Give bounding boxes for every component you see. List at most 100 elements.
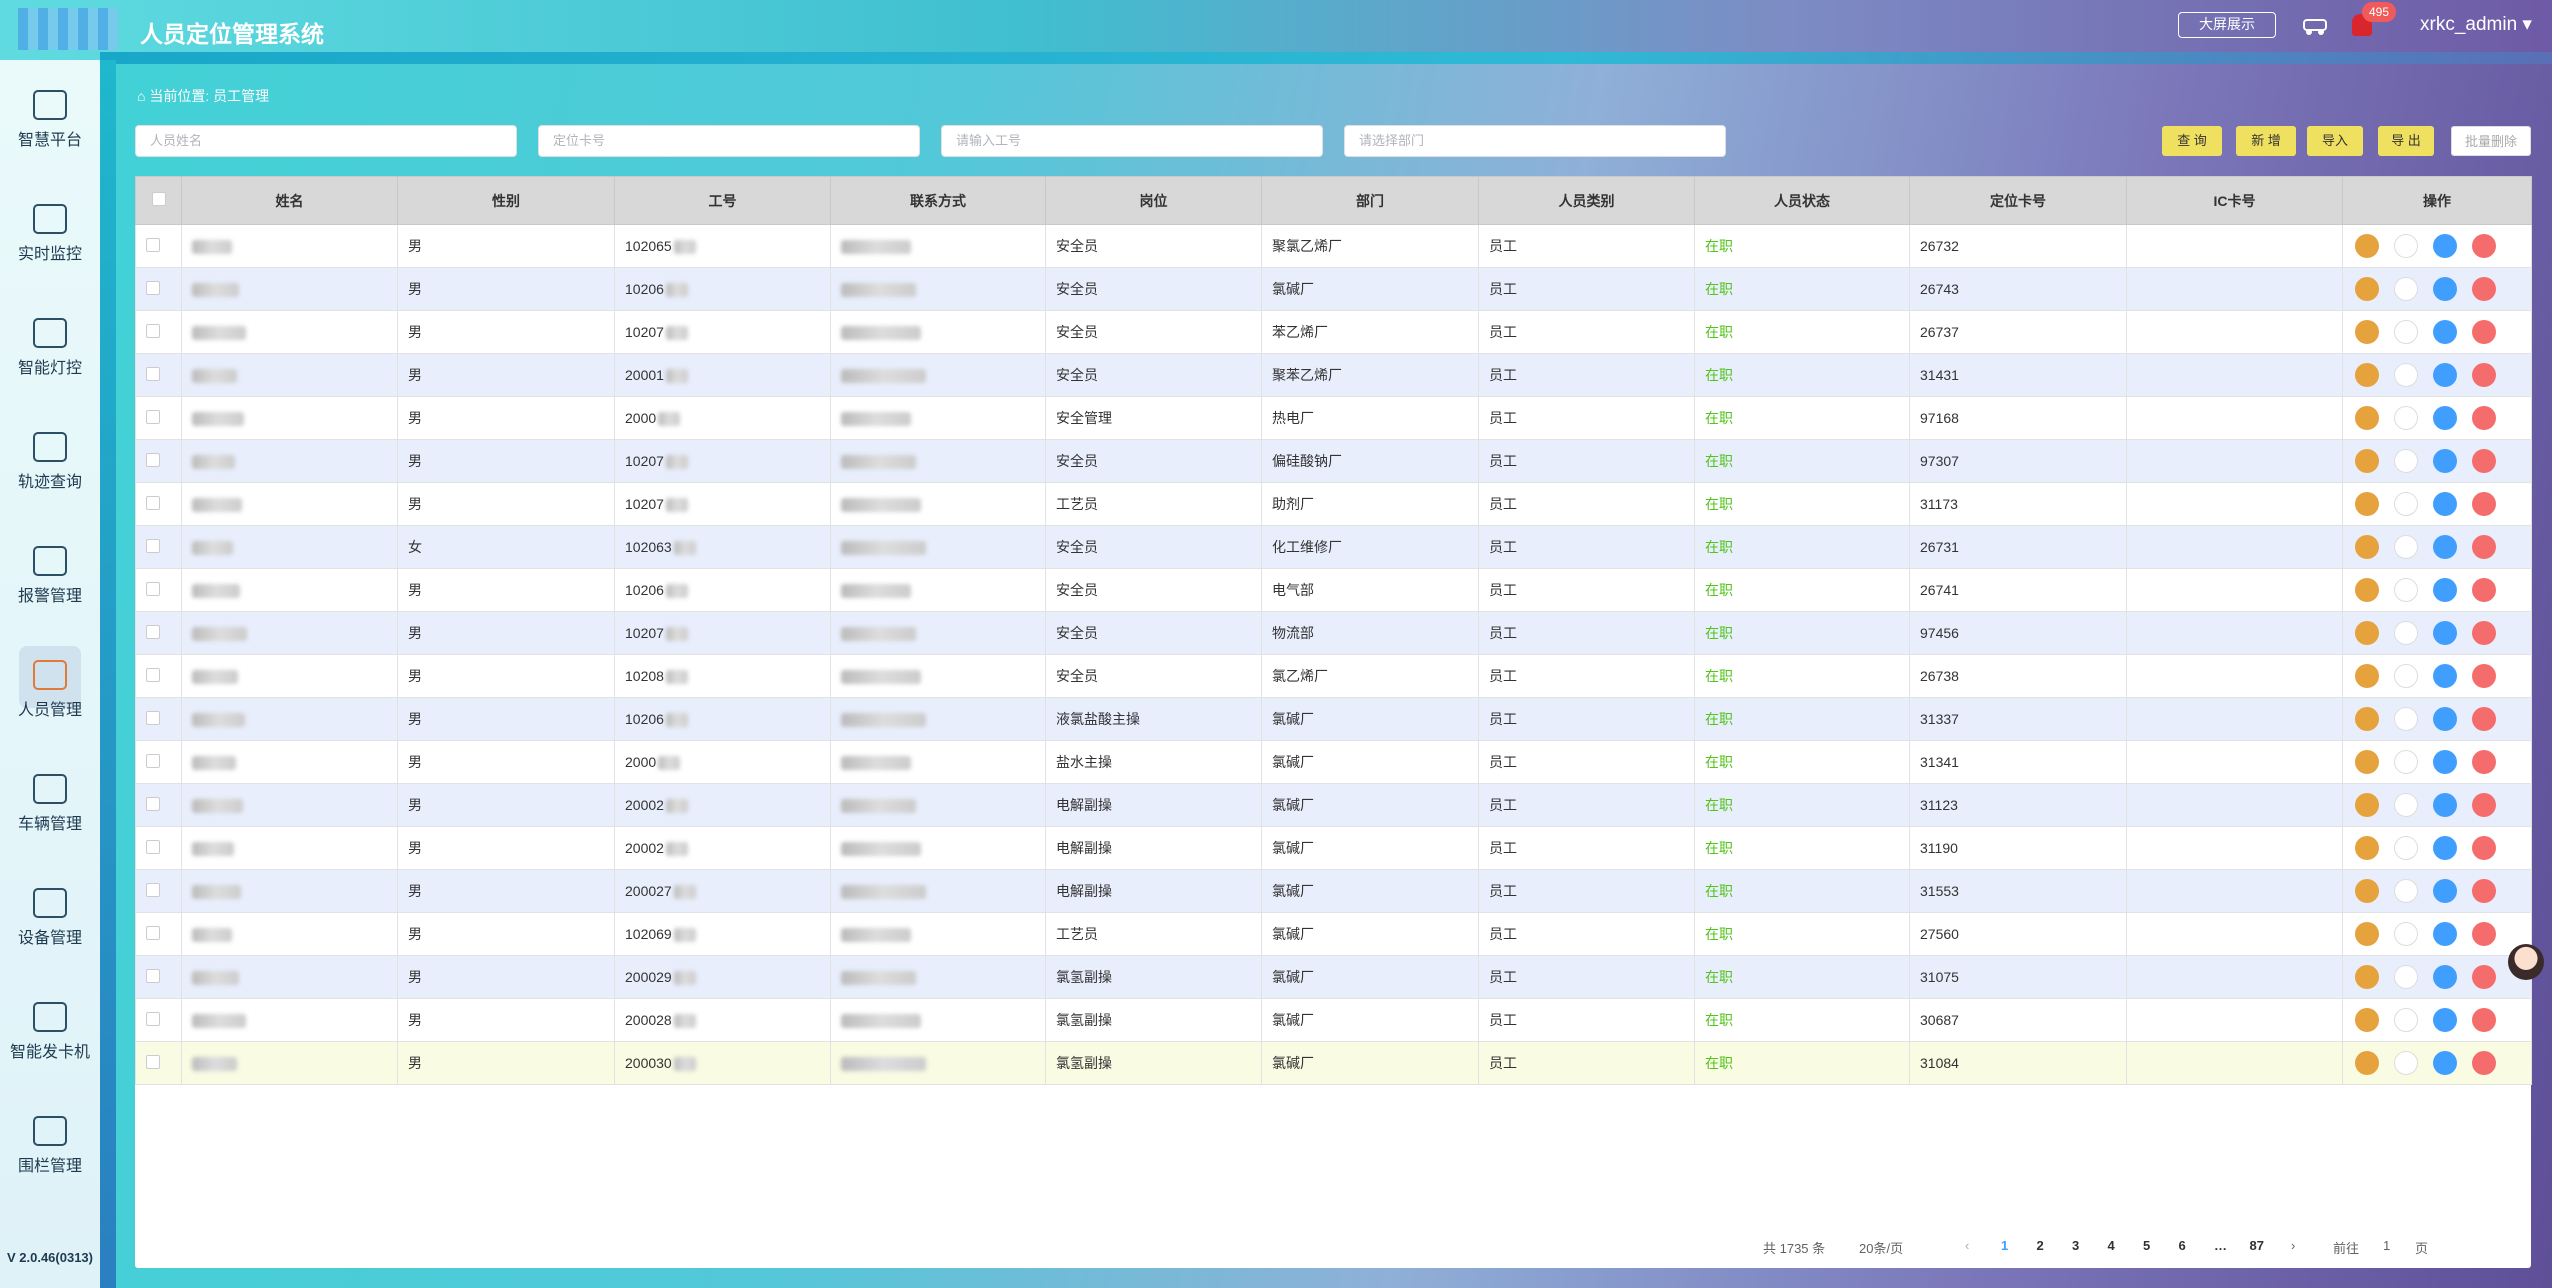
row-action-button[interactable] bbox=[2433, 879, 2457, 903]
page-number[interactable]: 1 bbox=[2001, 1238, 2009, 1253]
column-header[interactable]: 操作 bbox=[2342, 176, 2532, 225]
row-action-button[interactable] bbox=[2433, 793, 2457, 817]
next-page[interactable]: › bbox=[2291, 1238, 2296, 1253]
nav-label[interactable]: 轨迹查询 bbox=[17, 474, 82, 491]
filter-input[interactable]: 请选择部门 bbox=[1344, 125, 1726, 157]
nav-label[interactable]: 报警管理 bbox=[17, 588, 82, 605]
nav-item[interactable]: 车辆管理 bbox=[0, 752, 100, 852]
checkbox[interactable] bbox=[146, 882, 160, 897]
row-action-button[interactable] bbox=[2394, 621, 2418, 645]
row-action-button[interactable] bbox=[2433, 363, 2457, 387]
filter-input[interactable]: 人员姓名 bbox=[135, 125, 517, 157]
filter-input[interactable]: 定位卡号 bbox=[538, 125, 920, 157]
user-menu[interactable]: xrkc_admin ▾ bbox=[2420, 14, 2532, 35]
column-header[interactable]: 定位卡号 bbox=[1909, 176, 2127, 225]
row-action-button[interactable] bbox=[2394, 1008, 2418, 1032]
page-number[interactable]: 4 bbox=[2107, 1238, 2115, 1253]
row-action-button[interactable] bbox=[2394, 363, 2418, 387]
row-action-button[interactable] bbox=[2472, 793, 2496, 817]
row-action-button[interactable] bbox=[2394, 879, 2418, 903]
nav-item[interactable]: 智能发卡机 bbox=[0, 980, 100, 1080]
row-action-button[interactable] bbox=[2433, 578, 2457, 602]
row-action-button[interactable] bbox=[2394, 492, 2418, 516]
row-action-button[interactable] bbox=[2394, 234, 2418, 258]
column-header[interactable]: 部门 bbox=[1261, 176, 1479, 225]
row-action-button[interactable] bbox=[2394, 707, 2418, 731]
row-action-button[interactable] bbox=[2472, 406, 2496, 430]
action-button[interactable]: 批量删除 bbox=[2451, 126, 2531, 156]
page-number[interactable]: 6 bbox=[2178, 1238, 2186, 1253]
page-number[interactable]: 87 bbox=[2249, 1238, 2264, 1253]
checkbox[interactable] bbox=[146, 839, 160, 854]
row-action-button[interactable] bbox=[2433, 1051, 2457, 1075]
row-action-button[interactable] bbox=[2394, 1051, 2418, 1075]
nav-item[interactable]: 实时监控 bbox=[0, 182, 100, 282]
page-number[interactable]: 2 bbox=[2036, 1238, 2044, 1253]
row-action-button[interactable] bbox=[2355, 793, 2379, 817]
row-action-button[interactable] bbox=[2433, 664, 2457, 688]
row-action-button[interactable] bbox=[2355, 707, 2379, 731]
page-number[interactable]: 5 bbox=[2143, 1238, 2151, 1253]
row-action-button[interactable] bbox=[2472, 750, 2496, 774]
row-action-button[interactable] bbox=[2394, 406, 2418, 430]
column-header[interactable]: 性别 bbox=[397, 176, 615, 225]
row-action-button[interactable] bbox=[2355, 320, 2379, 344]
row-action-button[interactable] bbox=[2472, 922, 2496, 946]
goto-input[interactable]: 1 bbox=[2383, 1238, 2391, 1253]
row-action-button[interactable] bbox=[2433, 750, 2457, 774]
action-button[interactable]: 新 增 bbox=[2236, 126, 2296, 156]
checkbox[interactable] bbox=[146, 968, 160, 983]
checkbox[interactable] bbox=[146, 237, 160, 252]
row-action-button[interactable] bbox=[2355, 922, 2379, 946]
row-action-button[interactable] bbox=[2472, 449, 2496, 473]
checkbox[interactable] bbox=[146, 452, 160, 467]
nav-item[interactable]: 人员管理 bbox=[0, 638, 100, 738]
checkbox[interactable] bbox=[146, 796, 160, 811]
column-header[interactable]: 人员状态 bbox=[1694, 176, 1910, 225]
row-action-button[interactable] bbox=[2394, 277, 2418, 301]
row-action-button[interactable] bbox=[2355, 578, 2379, 602]
checkbox[interactable] bbox=[146, 624, 160, 639]
row-action-button[interactable] bbox=[2433, 621, 2457, 645]
page-number[interactable]: … bbox=[2214, 1238, 2227, 1253]
column-header[interactable]: 姓名 bbox=[181, 176, 398, 225]
row-action-button[interactable] bbox=[2394, 965, 2418, 989]
checkbox[interactable] bbox=[146, 1054, 160, 1069]
filter-input[interactable]: 请输入工号 bbox=[941, 125, 1323, 157]
row-action-button[interactable] bbox=[2394, 449, 2418, 473]
nav-label[interactable]: 智能发卡机 bbox=[9, 1044, 90, 1061]
column-header[interactable]: 人员类别 bbox=[1478, 176, 1695, 225]
checkbox[interactable] bbox=[146, 1011, 160, 1026]
nav-label[interactable]: 设备管理 bbox=[17, 930, 82, 947]
row-action-button[interactable] bbox=[2472, 320, 2496, 344]
row-action-button[interactable] bbox=[2433, 234, 2457, 258]
row-action-button[interactable] bbox=[2394, 320, 2418, 344]
row-action-button[interactable] bbox=[2433, 535, 2457, 559]
row-action-button[interactable] bbox=[2433, 707, 2457, 731]
checkbox[interactable] bbox=[146, 538, 160, 553]
row-action-button[interactable] bbox=[2472, 363, 2496, 387]
nav-item[interactable]: 报警管理 bbox=[0, 524, 100, 624]
row-action-button[interactable] bbox=[2394, 836, 2418, 860]
row-action-button[interactable] bbox=[2472, 621, 2496, 645]
column-header[interactable]: 工号 bbox=[614, 176, 831, 225]
nav-label[interactable]: 人员管理 bbox=[17, 702, 82, 719]
checkbox[interactable] bbox=[146, 925, 160, 940]
checkbox[interactable] bbox=[146, 667, 160, 682]
row-action-button[interactable] bbox=[2355, 750, 2379, 774]
checkbox[interactable] bbox=[146, 495, 160, 510]
checkbox[interactable] bbox=[151, 192, 166, 206]
nav-label[interactable]: 智慧平台 bbox=[17, 132, 82, 149]
nav-label[interactable]: 实时监控 bbox=[17, 246, 82, 263]
row-action-button[interactable] bbox=[2394, 750, 2418, 774]
row-action-button[interactable] bbox=[2433, 277, 2457, 301]
row-action-button[interactable] bbox=[2472, 1008, 2496, 1032]
checkbox[interactable] bbox=[146, 753, 160, 768]
row-action-button[interactable] bbox=[2394, 793, 2418, 817]
username[interactable]: xrkc_admin bbox=[2420, 14, 2518, 35]
action-button[interactable]: 查 询 bbox=[2162, 126, 2222, 156]
nav-item[interactable]: 轨迹查询 bbox=[0, 410, 100, 510]
row-action-button[interactable] bbox=[2355, 535, 2379, 559]
nav-item[interactable]: 围栏管理 bbox=[0, 1094, 100, 1194]
row-action-button[interactable] bbox=[2472, 492, 2496, 516]
